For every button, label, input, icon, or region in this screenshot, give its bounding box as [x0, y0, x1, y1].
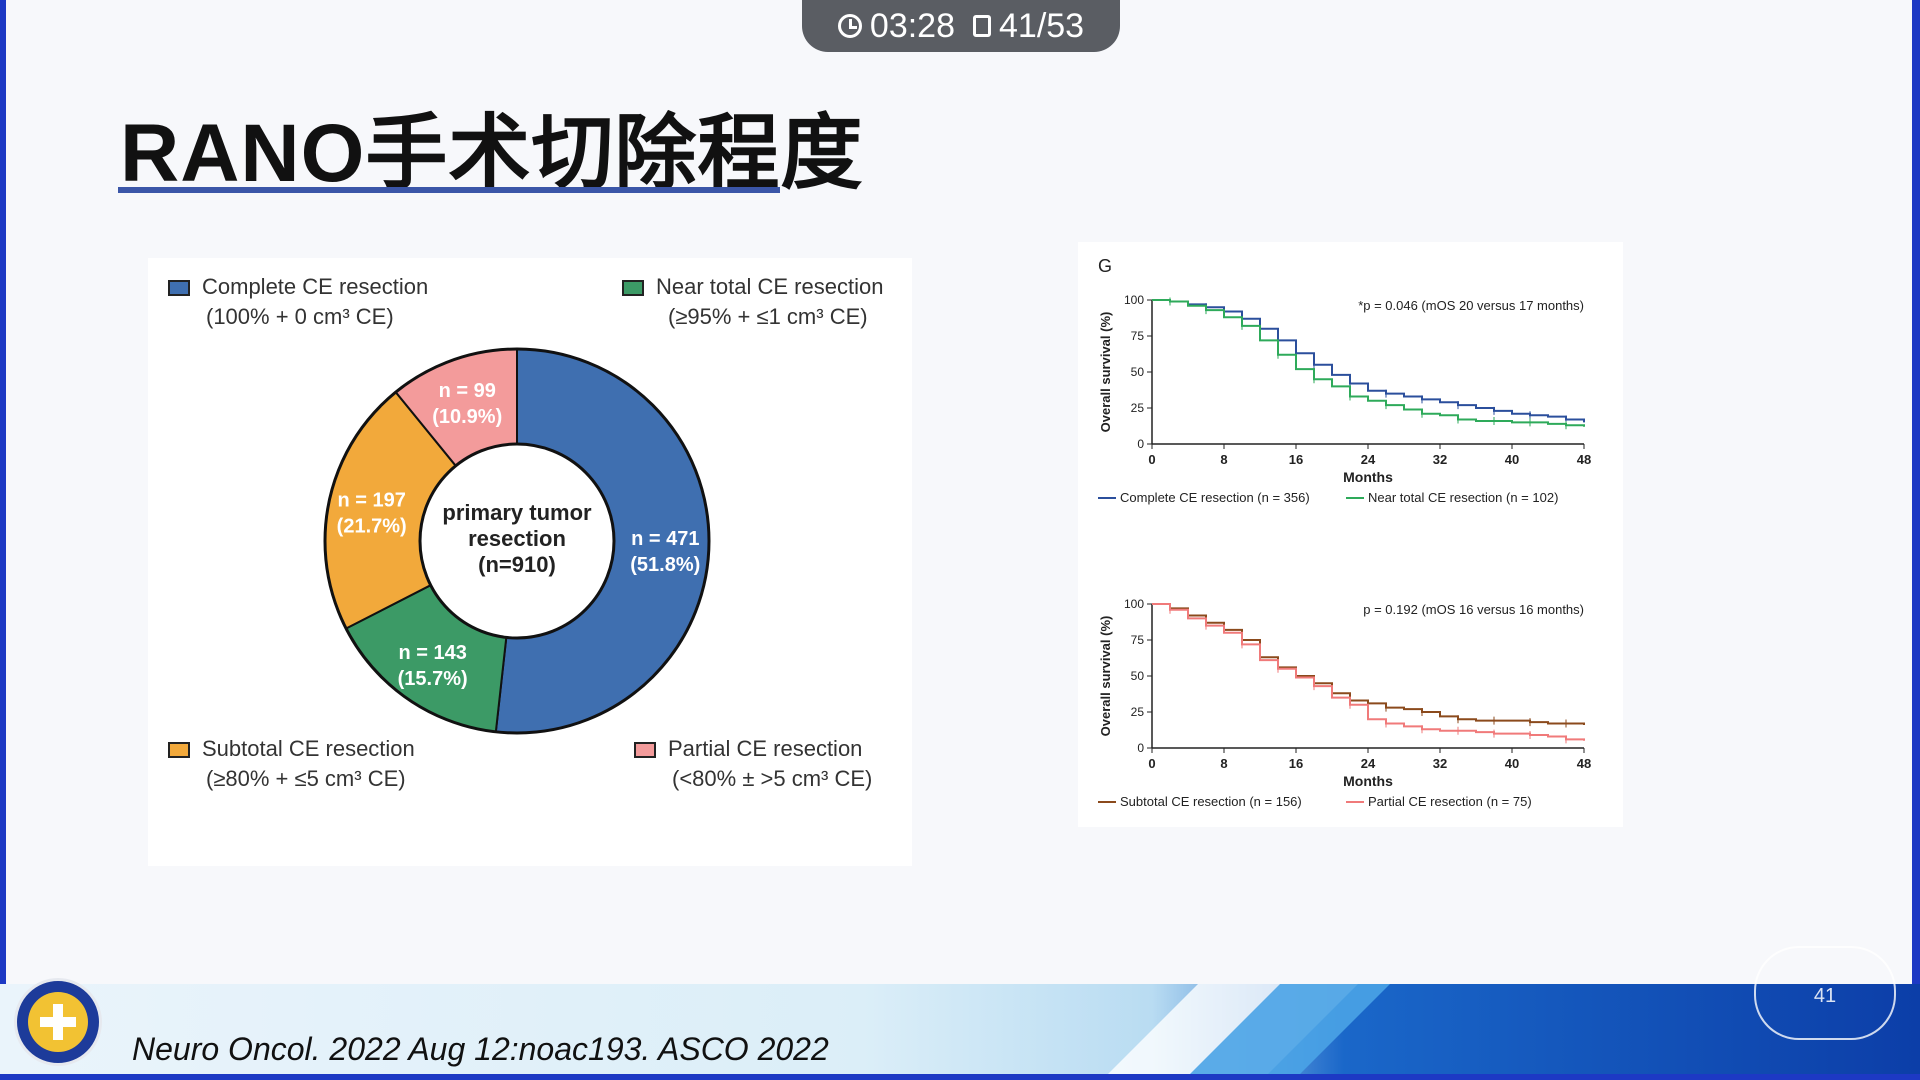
x-axis-label: Months — [1343, 773, 1393, 789]
elapsed-time: 03:28 — [869, 6, 955, 45]
title-underline — [118, 187, 780, 193]
donut-percent-label: (21.7%) — [337, 515, 407, 537]
slide-icon — [973, 15, 991, 37]
donut-hole — [418, 442, 616, 640]
p-value-annotation: *p = 0.046 (mOS 20 versus 17 months) — [1358, 298, 1584, 313]
y-tick-label: 0 — [1137, 437, 1144, 451]
legend-label: Complete CE resection — [202, 274, 429, 299]
x-tick-label: 48 — [1577, 452, 1591, 467]
legend-label: Subtotal CE resection — [202, 736, 415, 761]
donut-count-label: n = 99 — [439, 380, 496, 402]
footer-band — [0, 984, 1920, 1080]
x-tick-label: 8 — [1220, 756, 1227, 771]
logo-cross-icon — [28, 992, 88, 1052]
frame-bottom — [0, 1074, 1920, 1080]
y-tick-label: 75 — [1131, 633, 1145, 647]
series-legend-label: Partial CE resection (n = 75) — [1368, 794, 1532, 809]
x-tick-label: 16 — [1289, 756, 1303, 771]
legend-subtotal: Subtotal CE resection (≥80% + ≤5 cm³ CE) — [168, 734, 415, 794]
legend-label: Partial CE resection — [668, 736, 863, 761]
citation: Neuro Oncol. 2022 Aug 12:noac193. ASCO 2… — [132, 1031, 829, 1067]
y-tick-label: 100 — [1124, 597, 1144, 611]
x-tick-label: 16 — [1289, 452, 1303, 467]
legend-near-total: Near total CE resection (≥95% + ≤1 cm³ C… — [622, 272, 883, 332]
slide-counter: 41/53 — [999, 6, 1085, 45]
legend-swatch-partial — [634, 742, 656, 758]
x-tick-label: 24 — [1361, 452, 1376, 467]
donut-percent-label: (15.7%) — [398, 668, 468, 690]
x-tick-label: 40 — [1505, 452, 1519, 467]
watermark-logo: 41 — [1754, 946, 1896, 1040]
series-legend-label: Subtotal CE resection (n = 156) — [1120, 794, 1302, 809]
donut-center-line-2: resection — [468, 526, 566, 551]
x-tick-label: 0 — [1148, 452, 1155, 467]
donut-count-label: n = 197 — [337, 489, 405, 511]
y-axis-label: Overall survival (%) — [1098, 616, 1113, 737]
x-tick-label: 32 — [1433, 452, 1447, 467]
legend-swatch-near-total — [622, 280, 644, 296]
donut-count-label: n = 143 — [398, 642, 466, 664]
slide-title: RANO手术切除程度 — [120, 108, 864, 199]
y-tick-label: 0 — [1137, 741, 1144, 755]
x-tick-label: 48 — [1577, 756, 1591, 771]
x-tick-label: 40 — [1505, 756, 1519, 771]
x-tick-label: 0 — [1148, 756, 1155, 771]
series-legend-label: Near total CE resection (n = 102) — [1368, 490, 1558, 505]
clock-icon — [837, 14, 862, 38]
y-tick-label: 25 — [1131, 401, 1145, 415]
y-tick-label: 75 — [1131, 329, 1145, 343]
hospital-logo — [14, 978, 102, 1066]
frame-left — [0, 0, 6, 1080]
x-axis-label: Months — [1343, 469, 1393, 485]
legend-sub: (≥80% + ≤5 cm³ CE) — [206, 766, 406, 791]
survival-series-line — [1152, 299, 1585, 427]
y-axis-label: Overall survival (%) — [1098, 312, 1113, 433]
legend-partial: Partial CE resection (<80% ± >5 cm³ CE) — [634, 734, 872, 794]
legend-sub: (<80% ± >5 cm³ CE) — [672, 766, 873, 791]
resection-donut-panel: Complete CE resection (100% + 0 cm³ CE) … — [148, 258, 912, 866]
x-tick-label: 24 — [1361, 756, 1376, 771]
donut-center-line-1: primary tumor — [442, 500, 592, 525]
y-tick-label: 50 — [1131, 669, 1145, 683]
presentation-status-bar: 03:28 41/53 — [802, 0, 1120, 52]
donut-percent-label: (10.9%) — [432, 406, 502, 428]
y-tick-label: 50 — [1131, 365, 1145, 379]
p-value-annotation: p = 0.192 (mOS 16 versus 16 months) — [1363, 602, 1584, 617]
survival-series-line — [1152, 603, 1585, 741]
x-tick-label: 8 — [1220, 452, 1227, 467]
frame-right — [1912, 0, 1920, 1080]
y-tick-label: 100 — [1124, 293, 1144, 307]
panel-label: G — [1098, 256, 1112, 276]
legend-sub: (≥95% + ≤1 cm³ CE) — [668, 304, 868, 329]
survival-series-line — [1152, 299, 1585, 423]
donut-center-line-3: (n=910) — [478, 552, 556, 577]
watermark-page: 41 — [1813, 984, 1837, 1007]
donut-outline — [323, 347, 711, 735]
legend-label: Near total CE resection — [656, 274, 884, 299]
donut-chart: n = 471 (51.8%) n = 143 (15.7%) n = 197 (21.7… — [323, 347, 711, 735]
survival-curves-panel: G 0 25 50 75 100 0 8 16 24 32 40 48 Months Overall sur… — [1078, 242, 1623, 827]
survival-curves: G 0 25 50 75 100 0 8 16 24 32 40 48 Months Overall sur… — [1098, 256, 1591, 809]
series-legend-label: Complete CE resection (n = 356) — [1120, 490, 1310, 505]
x-tick-label: 32 — [1433, 756, 1447, 771]
y-tick-label: 25 — [1131, 705, 1145, 719]
legend-sub: (100% + 0 cm³ CE) — [206, 304, 394, 329]
donut-count-label: n = 471 — [631, 528, 699, 550]
legend-swatch-subtotal — [168, 742, 190, 758]
legend-swatch-complete — [168, 280, 190, 296]
legend-complete: Complete CE resection (100% + 0 cm³ CE) — [168, 272, 428, 332]
donut-percent-label: (51.8%) — [630, 554, 700, 576]
